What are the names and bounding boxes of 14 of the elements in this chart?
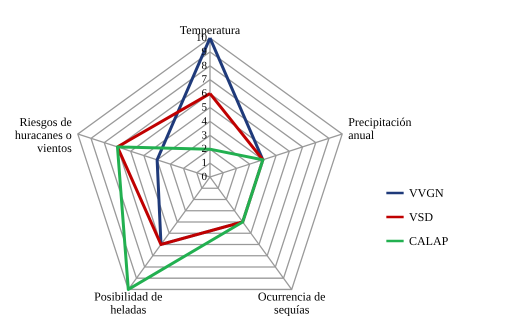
y-tick-label: 3	[202, 129, 208, 142]
legend-label: VSD	[409, 210, 434, 224]
y-tick-label: 0	[202, 171, 208, 183]
spoke-label: Riesgos de huracanes o vientos	[14, 115, 72, 156]
y-tick-label: 5	[202, 102, 208, 114]
legend-label: CALAP	[409, 234, 449, 248]
spoke-label: Precipitación anual	[348, 115, 412, 142]
spoke-label: Ocurrencia de sequías	[258, 289, 326, 316]
spoke-label: Posibilidad de heladas	[94, 289, 162, 316]
y-tick-label: 1	[202, 157, 207, 170]
y-tick-label: 8	[202, 60, 208, 72]
legend-label: VVGN	[409, 186, 444, 200]
y-tick-label: 7	[202, 74, 208, 86]
y-tick-label: 4	[202, 115, 208, 128]
